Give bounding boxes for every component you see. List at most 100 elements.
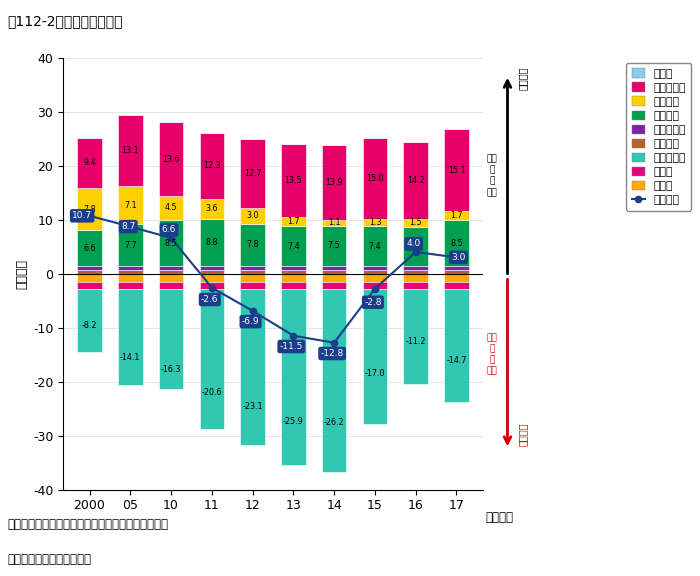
Text: -2.6: -2.6 [201,295,218,304]
Bar [281,266,306,270]
Text: 3.0: 3.0 [246,211,259,221]
Bar [403,218,428,226]
Text: 7.1: 7.1 [124,201,136,210]
Text: -11.2: -11.2 [405,338,426,346]
Bar [199,274,224,282]
Bar [444,282,469,289]
Bar [363,282,387,289]
Text: （輸
出
超
過）: （輸 出 超 過） [486,154,498,197]
Bar [363,274,387,282]
Text: 1.5: 1.5 [410,218,422,227]
Bar [444,270,469,274]
Text: -6.9: -6.9 [241,317,260,326]
Text: -20.6: -20.6 [202,388,222,397]
Text: 4.0: 4.0 [407,240,421,248]
Text: -25.9: -25.9 [283,416,304,426]
Text: 8.5: 8.5 [164,238,177,248]
Bar [363,219,387,226]
Bar [322,219,346,226]
Bar [77,274,102,282]
Text: 9.4: 9.4 [83,158,96,168]
Text: 1.7: 1.7 [450,211,463,220]
Text: -17.0: -17.0 [365,369,385,378]
Bar [118,225,143,266]
Bar [159,266,183,270]
Bar [240,270,265,274]
Bar [240,208,265,224]
Text: 貿易黒字: 貿易黒字 [518,66,528,90]
Bar [159,282,183,289]
Bar [322,289,346,472]
Text: -11.5: -11.5 [280,342,303,351]
Bar [363,270,387,274]
Bar [403,226,428,266]
Bar [118,289,143,385]
Bar [281,144,306,217]
Text: -26.2: -26.2 [324,418,344,427]
Bar [444,266,469,270]
Bar [118,186,143,225]
Text: 7.4: 7.4 [287,241,300,251]
Bar [322,226,346,266]
Bar [363,226,387,266]
Bar [199,282,224,289]
Text: 図112-2　貿易収支の推移: 図112-2 貿易収支の推移 [7,14,122,28]
Bar [77,188,102,230]
Text: 7.8: 7.8 [246,241,259,249]
Text: 7.8: 7.8 [83,205,96,214]
Bar [159,123,183,196]
Text: 1.7: 1.7 [287,217,300,226]
Text: 15.1: 15.1 [448,166,466,175]
Bar [240,139,265,208]
Text: -8.2: -8.2 [82,321,97,330]
Bar [118,270,143,274]
Bar [363,266,387,270]
Text: （輸
入
超
過）: （輸 入 超 過） [486,333,498,376]
Bar [444,211,469,220]
Bar [77,282,102,289]
Bar [322,145,346,219]
Bar [281,226,306,266]
Bar [118,266,143,270]
Bar [118,274,143,282]
Bar [240,224,265,266]
Text: 7.4: 7.4 [369,241,382,251]
Bar [444,274,469,282]
Text: 1.1: 1.1 [328,218,340,227]
Bar [199,199,224,218]
Bar [403,289,428,384]
Bar [199,218,224,266]
Text: 6.6: 6.6 [162,225,176,234]
Bar [322,274,346,282]
Bar [77,138,102,188]
Bar [322,282,346,289]
Y-axis label: （兆円）: （兆円） [15,259,29,289]
Bar [403,266,428,270]
Text: 6.6: 6.6 [83,244,96,253]
Text: 4.5: 4.5 [164,203,177,213]
Text: 12.3: 12.3 [203,161,220,170]
Text: 13.6: 13.6 [162,154,180,164]
Bar [199,266,224,270]
Text: 13.5: 13.5 [285,176,302,185]
Text: -14.7: -14.7 [446,356,467,365]
Bar [77,270,102,274]
Text: 10.7: 10.7 [72,211,92,221]
Bar [363,138,387,219]
Text: 7.3: 7.3 [410,242,422,251]
Bar [281,282,306,289]
Bar [159,270,183,274]
Bar [281,217,306,226]
Text: 3.0: 3.0 [452,253,466,262]
Bar [281,289,306,465]
Bar [118,115,143,186]
Bar [322,270,346,274]
Bar [240,289,265,445]
Bar [363,289,387,425]
Text: 備考：品目の分類は「貿易収支」の概況品ベース。: 備考：品目の分類は「貿易収支」の概況品ベース。 [7,518,168,532]
Bar [159,289,183,389]
Bar [77,289,102,352]
Bar [444,220,469,266]
Text: 14.2: 14.2 [407,176,424,185]
Bar [77,266,102,270]
